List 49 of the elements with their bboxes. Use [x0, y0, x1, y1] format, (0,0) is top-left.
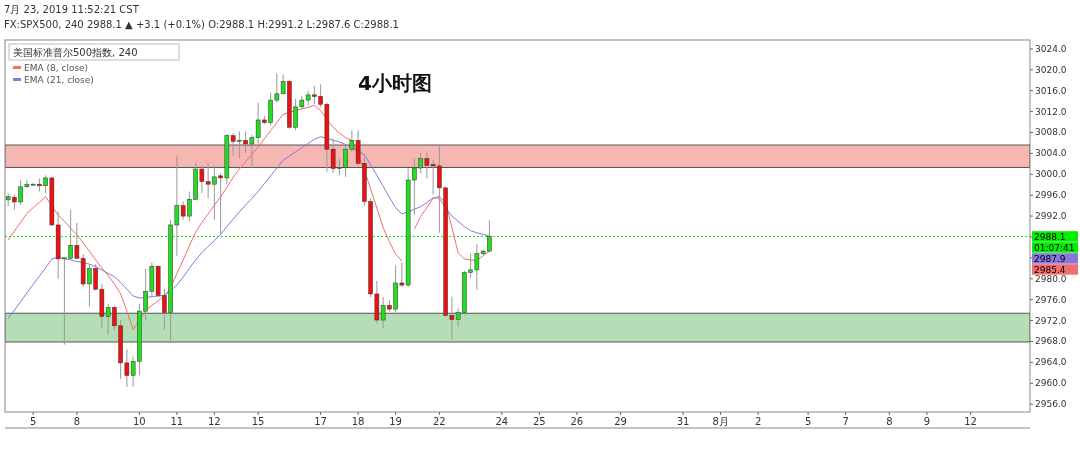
chart-subtitle: 7月 23, 2019 11:52:21 CST [4, 4, 140, 15]
x-tick-label: 12 [964, 416, 977, 427]
y-tick-label: 2964.0 [1035, 357, 1067, 368]
y-tick-label: 2960.0 [1035, 378, 1067, 389]
y-tick-label: 3004.0 [1035, 148, 1067, 159]
y-tick-label: 2996.0 [1035, 190, 1067, 201]
text: 4小时图 [358, 71, 432, 95]
x-tick-label: 19 [389, 416, 402, 427]
x-tick-label: 29 [614, 416, 627, 427]
ref-line-label: 2988.1 [1034, 231, 1066, 242]
x-tick-label: 24 [495, 416, 509, 427]
y-tick-label: 3016.0 [1035, 85, 1067, 96]
y-tick-label: 3020.0 [1035, 64, 1067, 75]
text: FX:SPX500, 240 2988.1 ▲ +3.1 (+0.1%) O:2988.1 H:2991.2 L:2987.6 C:2988.1 [4, 19, 399, 30]
x-tick-label: 8月 [712, 416, 729, 427]
x-tick-label: 5 [804, 416, 812, 427]
x-tick-label: 9 [923, 416, 931, 427]
text: 2985.4 [1034, 264, 1066, 275]
x-tick-label: 22 [433, 416, 446, 427]
text: 2987.9 [1034, 253, 1066, 264]
y-tick-label: 2976.0 [1035, 294, 1067, 305]
x-tick-label: 31 [676, 416, 690, 427]
y-tick-label: 2972.0 [1035, 315, 1067, 326]
y-tick-label: 3012.0 [1035, 106, 1067, 117]
y-tick-label: 3008.0 [1035, 127, 1067, 138]
x-tick-label: 15 [251, 416, 265, 427]
x-tick-label: 12 [208, 416, 221, 427]
legend-label: EMA (8, close) [24, 63, 89, 73]
x-tick-label: 26 [570, 416, 584, 427]
x-tick-label: 2 [754, 416, 762, 427]
legend-label: EMA (21, close) [24, 75, 94, 85]
y-tick-label: 2968.0 [1035, 336, 1067, 347]
y-tick-label: 2992.0 [1035, 211, 1067, 222]
text: 01:07:41 [1034, 242, 1075, 253]
x-tick-label: 10 [133, 416, 146, 427]
line-series [7, 136, 490, 319]
y-tick-label: 3000.0 [1035, 169, 1067, 180]
y-tick-label: 2980.0 [1035, 273, 1067, 284]
y-tick-label: 2956.0 [1035, 399, 1067, 410]
x-tick-label: 5 [29, 416, 37, 427]
x-tick-label: 11 [170, 416, 184, 427]
legend-title: 美国标准普尔500指数, 240 [13, 47, 138, 58]
x-tick-label: 8 [73, 416, 81, 427]
x-tick-label: 7 [842, 416, 849, 427]
x-tick-label: 18 [351, 416, 365, 427]
x-tick-label: 17 [314, 416, 327, 427]
x-tick-label: 8 [886, 416, 893, 427]
x-tick-label: 25 [533, 416, 546, 427]
y-tick-label: 3024.0 [1035, 43, 1067, 54]
